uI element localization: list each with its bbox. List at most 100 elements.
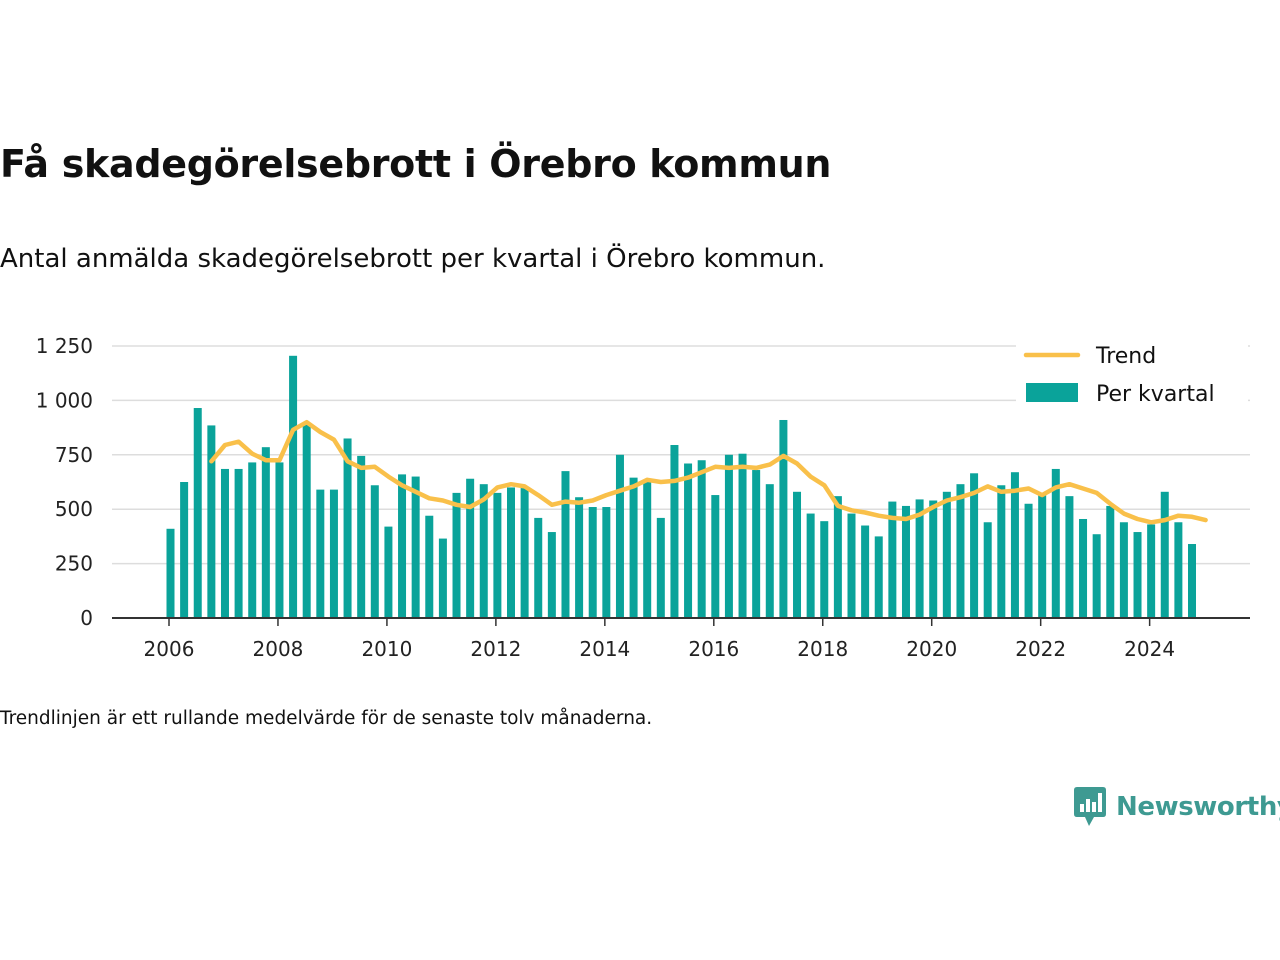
y-axis-ticks: 0 250 500 750 1 000 1 250 xyxy=(36,334,93,630)
bar xyxy=(438,538,447,618)
bar xyxy=(738,453,747,618)
bar xyxy=(370,485,379,618)
bar xyxy=(697,460,706,618)
bar xyxy=(289,355,298,618)
y-tick-label: 0 xyxy=(80,606,93,630)
bar xyxy=(970,473,979,618)
bar xyxy=(1147,524,1156,618)
bar xyxy=(670,445,679,618)
bar xyxy=(1010,472,1019,618)
bar xyxy=(861,525,870,618)
bar xyxy=(929,500,938,618)
y-tick-label: 500 xyxy=(55,497,93,521)
bar xyxy=(507,487,515,618)
bar xyxy=(193,408,202,618)
y-tick-label: 1 250 xyxy=(36,334,93,358)
bar xyxy=(820,521,829,618)
bar xyxy=(1174,522,1183,618)
bar xyxy=(234,468,243,618)
bar xyxy=(1188,544,1196,618)
bar xyxy=(888,501,897,618)
x-tick-label: 2006 xyxy=(144,637,195,661)
bar xyxy=(765,484,774,618)
bar xyxy=(901,505,910,618)
bar xyxy=(425,515,434,618)
bar xyxy=(316,489,325,618)
bar xyxy=(847,513,856,618)
bar xyxy=(643,482,652,618)
bar xyxy=(793,491,802,618)
bar xyxy=(275,462,284,618)
bar xyxy=(806,513,815,618)
x-tick-label: 2016 xyxy=(688,637,739,661)
bar xyxy=(779,419,788,618)
bar xyxy=(466,478,475,618)
bar xyxy=(398,474,407,618)
bar xyxy=(357,455,366,618)
y-tick-label: 1 000 xyxy=(36,388,93,412)
bar xyxy=(915,499,924,618)
bar xyxy=(561,471,570,618)
bar xyxy=(220,468,229,618)
bar xyxy=(602,507,611,618)
bar xyxy=(180,482,189,618)
bar xyxy=(166,528,175,618)
bar xyxy=(343,438,352,618)
bar xyxy=(874,536,883,618)
chart-subtitle: Antal anmälda skadegörelsebrott per kvar… xyxy=(0,244,826,274)
bar xyxy=(956,484,965,618)
brand-logo[interactable]: Newsworthy xyxy=(1072,786,1280,828)
bar xyxy=(752,470,761,618)
bar xyxy=(329,489,338,618)
bar xyxy=(1119,522,1128,618)
y-tick-label: 750 xyxy=(55,443,93,467)
bar xyxy=(711,495,720,618)
legend-bar-swatch xyxy=(1026,383,1078,402)
bar xyxy=(983,522,992,618)
bar xyxy=(479,484,488,618)
bar xyxy=(1079,518,1088,618)
bar xyxy=(656,517,665,618)
bar xyxy=(1038,492,1047,618)
bar-series-per-kvartal xyxy=(166,355,1196,618)
bar xyxy=(1160,491,1169,618)
bar xyxy=(724,454,733,618)
footnote: Trendlinjen är ett rullande medelvärde f… xyxy=(0,708,653,729)
bar xyxy=(588,507,597,618)
x-tick-label: 2018 xyxy=(797,637,848,661)
bar xyxy=(575,497,584,618)
bar xyxy=(248,462,257,618)
quarterly-damage-chart: 0 250 500 750 1 000 1 250 2006 2008 2010 2012 201… xyxy=(36,334,1250,661)
bar xyxy=(629,477,638,618)
bar xyxy=(452,492,461,618)
bar xyxy=(1092,534,1101,618)
bar xyxy=(261,447,270,618)
x-tick-label: 2008 xyxy=(253,637,304,661)
legend-bar-label: Per kvartal xyxy=(1096,382,1215,407)
x-axis-ticks: 2006 2008 2010 2012 2014 2016 2018 2020 2022 2024 xyxy=(144,618,1175,661)
chart-title: Få skadegörelsebrott i Örebro kommun xyxy=(0,142,832,186)
bar xyxy=(1024,503,1033,618)
bar xyxy=(207,425,216,618)
trend-line xyxy=(209,419,1208,525)
bar xyxy=(493,492,502,618)
x-tick-label: 2020 xyxy=(906,637,957,661)
x-tick-label: 2014 xyxy=(579,637,630,661)
x-tick-label: 2024 xyxy=(1124,637,1175,661)
bar xyxy=(1133,532,1142,618)
bar xyxy=(684,463,693,618)
bar xyxy=(384,526,393,618)
legend-trend-label: Trend xyxy=(1095,344,1156,369)
x-tick-label: 2012 xyxy=(470,637,521,661)
bar xyxy=(547,532,556,618)
brand-name: Newsworthy xyxy=(1116,792,1280,822)
x-tick-label: 2010 xyxy=(361,637,412,661)
legend: Trend Per kvartal xyxy=(1016,340,1248,426)
bar xyxy=(997,485,1006,618)
y-tick-label: 250 xyxy=(55,552,93,576)
bar xyxy=(942,491,951,618)
bar xyxy=(520,487,529,618)
bar xyxy=(615,454,624,618)
bar xyxy=(534,517,543,618)
bar xyxy=(1065,496,1074,618)
